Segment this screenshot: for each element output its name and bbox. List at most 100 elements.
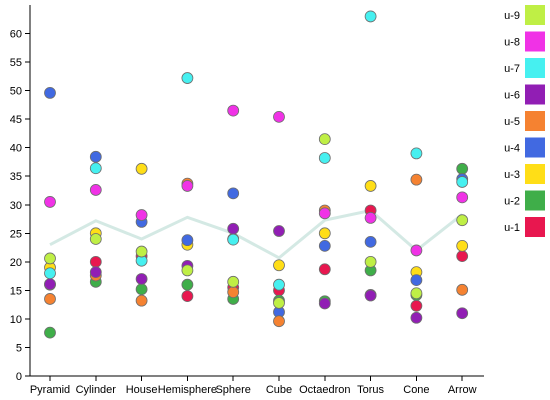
legend-label-u-7: u-7	[504, 63, 520, 75]
legend-swatch-u-1	[525, 217, 545, 237]
data-point-u-9	[410, 287, 423, 300]
data-point-u-7	[410, 147, 423, 160]
data-point-u-4	[89, 150, 102, 163]
y-tick-label: 40	[10, 143, 22, 155]
x-tick-label: Cube	[266, 384, 292, 396]
y-tick-label: 25	[10, 228, 22, 240]
y-axis: 0 5 10 15 20 25 30 35 40 45 50 55 60	[10, 5, 31, 383]
data-point-u-6	[273, 225, 285, 237]
legend-label-u-4: u-4	[504, 143, 520, 155]
data-point-u-5	[456, 283, 469, 296]
legend-swatch-u-4	[525, 137, 545, 158]
y-tick-label: 0	[16, 371, 22, 383]
average-line-layer	[49, 208, 464, 260]
data-point-u-7	[227, 233, 240, 246]
data-point-u-9	[227, 275, 240, 288]
data-point-u-4	[44, 86, 56, 99]
data-point-u-6	[44, 278, 56, 291]
data-point-u-8	[89, 184, 102, 196]
legend-label-u-9: u-9	[504, 10, 520, 22]
y-tick-label: 15	[10, 285, 22, 297]
data-point-u-7	[318, 152, 331, 164]
data-point-u-5	[135, 294, 148, 307]
data-point-u-6	[89, 266, 102, 279]
data-point-u-6	[364, 289, 377, 302]
data-point-u-7	[181, 72, 194, 84]
data-point-u-9	[135, 245, 148, 258]
data-point-u-3	[318, 227, 331, 240]
legend-swatch-u-2	[525, 190, 545, 211]
data-point-u-9	[273, 297, 285, 309]
data-point-u-5	[227, 286, 240, 298]
data-point-u-2	[44, 326, 56, 339]
data-point-u-1	[318, 263, 331, 276]
data-point-u-6	[227, 222, 240, 235]
data-point-u-2	[181, 278, 194, 291]
data-point-u-8	[410, 244, 423, 257]
data-point-u-9	[181, 264, 194, 277]
y-tick-label: 50	[10, 86, 22, 98]
data-point-u-8	[181, 180, 194, 192]
data-point-u-6	[456, 307, 469, 320]
legend-swatch-u-3	[525, 164, 545, 184]
data-point-u-8	[227, 104, 240, 117]
data-point-u-2	[135, 283, 148, 296]
data-point-u-1	[410, 299, 423, 312]
y-tick-label: 10	[10, 314, 22, 326]
x-tick-label: Sphere	[215, 384, 250, 396]
data-point-u-4	[410, 274, 423, 287]
data-point-u-4	[181, 234, 194, 247]
data-point-u-1	[456, 250, 469, 263]
legend-swatch-u-9	[525, 5, 545, 25]
legend: u-9 u-8 u-7 u-6 u-5 u-4 u-3 u-2 u-1	[504, 5, 545, 237]
x-tick-label: Hemisphere	[158, 384, 217, 396]
legend-label-u-8: u-8	[504, 37, 520, 49]
data-point-u-1	[181, 290, 194, 302]
x-tick-label: House	[126, 384, 158, 396]
x-tick-label: Cone	[403, 384, 429, 396]
data-point-u-4	[318, 239, 331, 252]
x-tick-label: Torus	[357, 384, 384, 396]
data-point-u-8	[318, 207, 331, 220]
y-tick-label: 35	[10, 171, 22, 183]
x-tick-label: Octaedron	[299, 384, 350, 396]
data-points-layer	[44, 10, 469, 339]
data-point-u-7	[89, 162, 102, 175]
data-point-u-9	[456, 214, 469, 227]
data-point-u-2	[456, 162, 469, 175]
legend-label-u-3: u-3	[504, 169, 520, 181]
data-point-u-5	[410, 173, 423, 186]
y-tick-label: 60	[10, 29, 22, 41]
legend-label-u-2: u-2	[504, 196, 520, 208]
data-point-u-9	[89, 233, 102, 245]
x-tick-label: Cylinder	[76, 384, 117, 396]
y-tick-label: 20	[10, 257, 22, 269]
data-point-u-5	[44, 293, 56, 305]
data-point-u-3	[135, 162, 148, 175]
legend-label-u-1: u-1	[504, 222, 520, 234]
data-point-u-3	[456, 239, 469, 252]
legend-swatch-u-6	[525, 84, 545, 105]
average-line	[49, 208, 464, 260]
legend-label-u-5: u-5	[504, 116, 520, 128]
data-point-u-8	[456, 191, 469, 204]
legend-swatch-u-8	[525, 31, 545, 52]
data-point-u-8	[273, 110, 285, 123]
data-point-u-7	[456, 176, 469, 188]
x-tick-label: Arrow	[448, 384, 477, 396]
data-point-u-9	[44, 252, 56, 265]
data-point-u-8	[44, 196, 56, 208]
legend-swatch-u-5	[525, 111, 545, 131]
data-point-u-5	[273, 315, 285, 328]
data-point-u-9	[318, 133, 331, 146]
legend-label-u-6: u-6	[504, 90, 520, 102]
y-tick-label: 45	[10, 114, 22, 126]
data-point-u-7	[273, 278, 285, 291]
data-point-u-6	[410, 311, 423, 324]
data-point-u-3	[273, 259, 285, 272]
data-point-u-8	[364, 211, 377, 224]
data-point-u-7	[44, 267, 56, 280]
y-tick-label: 55	[10, 57, 22, 69]
data-point-u-6	[318, 297, 331, 310]
